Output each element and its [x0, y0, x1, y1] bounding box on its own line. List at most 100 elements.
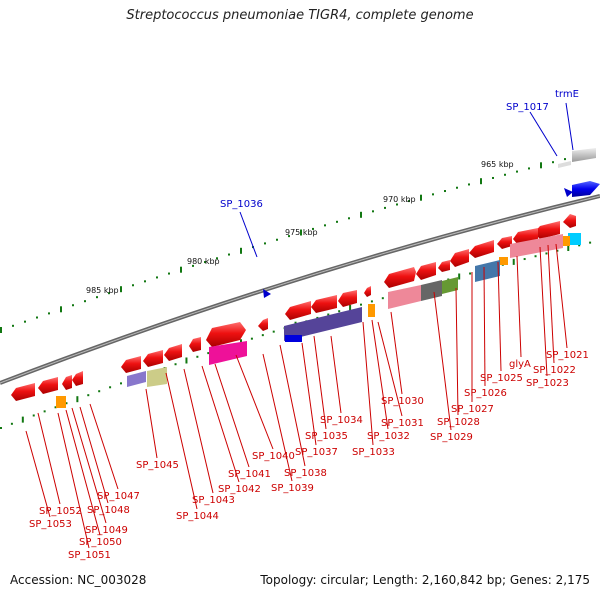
gene-label-sp-1042[interactable]: SP_1042	[218, 484, 261, 495]
scale-tick	[504, 173, 506, 176]
feature-box[interactable]	[147, 367, 167, 387]
scale-tick	[204, 261, 206, 264]
label-leader	[79, 406, 109, 504]
scale-tick	[240, 247, 242, 254]
gene-label-sp-1036[interactable]: SP_1036	[220, 199, 263, 210]
scale-tick	[456, 186, 458, 189]
label-leader	[555, 243, 568, 349]
gene-arrow[interactable]	[11, 383, 35, 401]
gene-label-glya[interactable]: glyA	[509, 359, 531, 370]
scale-tick	[384, 206, 386, 209]
gene-label-sp-1051[interactable]: SP_1051	[68, 550, 111, 561]
gene-arrow[interactable]	[338, 290, 357, 307]
feature-box[interactable]	[475, 260, 500, 282]
gene-label-sp-1040[interactable]: SP_1040	[252, 451, 295, 462]
gene-arrow[interactable]	[189, 337, 201, 352]
gene-label-sp-1031[interactable]: SP_1031	[381, 418, 424, 429]
gene-arrow-trme[interactable]	[572, 181, 600, 197]
gene-arrow[interactable]	[450, 249, 469, 267]
gene-arrow[interactable]	[72, 371, 83, 386]
gene-label-sp-1017[interactable]: SP_1017	[506, 102, 549, 113]
gene-label-sp-1047[interactable]: SP_1047	[97, 491, 140, 502]
label-leader	[301, 342, 317, 446]
label-leader	[145, 388, 158, 459]
gene-label-sp-1026[interactable]: SP_1026	[464, 388, 507, 399]
gene-arrow[interactable]	[384, 267, 416, 288]
gene-arrow[interactable]	[416, 262, 436, 280]
gene-arrow[interactable]	[164, 344, 182, 361]
label-leader	[455, 287, 459, 416]
gene-label-sp-1048[interactable]: SP_1048	[87, 505, 130, 516]
gene-label-sp-1038[interactable]: SP_1038	[284, 468, 327, 479]
gene-label-sp-1041[interactable]: SP_1041	[228, 469, 271, 480]
scale-tick	[196, 355, 199, 358]
feature-box[interactable]	[442, 277, 458, 294]
feature-box[interactable]	[285, 335, 302, 342]
gene-arrow[interactable]	[121, 356, 141, 373]
scale-tick	[408, 200, 410, 203]
gene-arrow[interactable]	[311, 295, 337, 313]
scale-tick	[32, 414, 35, 417]
gene-arrow[interactable]	[469, 240, 494, 258]
feature-box[interactable]	[209, 341, 247, 365]
gene-arrow-small-blue[interactable]	[564, 188, 573, 197]
gene-label-sp-1050[interactable]: SP_1050	[79, 537, 122, 548]
gene-label-sp-1033[interactable]: SP_1033	[352, 447, 395, 458]
gene-label-sp-1052[interactable]: SP_1052	[39, 506, 82, 517]
gene-arrow[interactable]	[206, 322, 246, 347]
gene-label-sp-1032[interactable]: SP_1032	[367, 431, 410, 442]
feature-box[interactable]	[568, 233, 581, 245]
gene-label-sp-1039[interactable]: SP_1039	[271, 483, 314, 494]
scale-tick	[348, 217, 350, 220]
feature-box[interactable]	[510, 234, 563, 258]
gene-label-sp-1043[interactable]: SP_1043	[192, 495, 235, 506]
gene-label-sp-1029[interactable]: SP_1029	[430, 432, 473, 443]
gene-label-sp-1044[interactable]: SP_1044	[176, 511, 219, 522]
gene-arrow[interactable]	[534, 221, 560, 239]
gene-label-sp-1045[interactable]: SP_1045	[136, 460, 179, 471]
gene-label-sp-1049[interactable]: SP_1049	[85, 525, 128, 536]
label-leader	[165, 372, 198, 510]
feature-box[interactable]	[558, 236, 570, 246]
gene-label-sp-1023[interactable]: SP_1023	[526, 378, 569, 389]
gene-arrow-sp-1017[interactable]	[572, 148, 596, 162]
gene-label-sp-1025[interactable]: SP_1025	[480, 373, 523, 384]
label-leader	[313, 335, 327, 430]
gene-label-sp-1028[interactable]: SP_1028	[437, 417, 480, 428]
feature-box[interactable]	[499, 257, 508, 265]
accession-text: Accession: NC_003028	[10, 573, 147, 587]
gene-label-trme[interactable]: trmE	[555, 89, 579, 100]
gene-label-sp-1035[interactable]: SP_1035	[305, 431, 348, 442]
feature-box[interactable]	[127, 371, 146, 387]
feature-box[interactable]	[56, 396, 66, 408]
gene-arrow[interactable]	[62, 375, 72, 390]
gene-arrow[interactable]	[38, 377, 58, 394]
gene-label-sp-1027[interactable]: SP_1027	[451, 404, 494, 415]
label-leader	[235, 354, 274, 450]
gene-label-sp-1037[interactable]: SP_1037	[295, 447, 338, 458]
gene-label-sp-1053[interactable]: SP_1053	[29, 519, 72, 530]
label-leader	[25, 430, 51, 518]
gene-label-sp-1034[interactable]: SP_1034	[320, 415, 363, 426]
gene-label-sp-1030[interactable]: SP_1030	[381, 396, 424, 407]
gene-arrow[interactable]	[438, 260, 450, 272]
gene-arrow[interactable]	[285, 301, 311, 320]
feature-box[interactable]	[388, 285, 421, 309]
gene-arrow-sp-1036[interactable]	[263, 289, 271, 298]
gene-arrow[interactable]	[497, 236, 512, 249]
scale-tick	[108, 292, 110, 295]
feature-box[interactable]	[368, 304, 375, 317]
feature-box[interactable]	[284, 307, 362, 341]
gene-label-sp-1021[interactable]: SP_1021	[546, 350, 589, 361]
gene-arrow[interactable]	[563, 214, 576, 228]
gene-label-sp-1022[interactable]: SP_1022	[533, 365, 576, 376]
scale-tick	[300, 229, 302, 236]
label-leader	[497, 261, 502, 372]
feature-box[interactable]	[421, 280, 442, 301]
gene-arrow-small-grey[interactable]	[558, 161, 571, 168]
label-leader	[57, 412, 90, 549]
gene-arrow[interactable]	[364, 286, 371, 297]
gene-arrow[interactable]	[258, 318, 268, 331]
scale-tick	[288, 235, 290, 238]
gene-arrow[interactable]	[143, 350, 163, 367]
